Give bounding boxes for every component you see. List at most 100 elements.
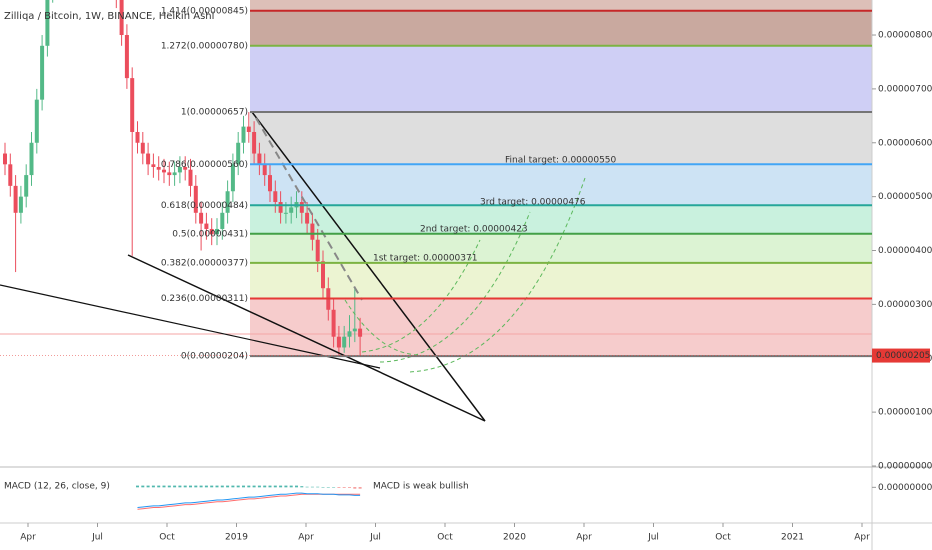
candle-body — [257, 153, 262, 165]
candle-body — [336, 336, 341, 348]
macd-histogram-bar — [273, 485, 277, 488]
macd-histogram-bar — [326, 487, 330, 488]
candle-body — [225, 191, 230, 213]
y-tick-label: 0.00000100 — [878, 408, 932, 418]
candle-body — [246, 126, 251, 132]
x-tick-label: Oct — [437, 533, 453, 543]
macd-histogram-bar — [215, 485, 219, 488]
y-tick-label: 0.00000000 — [878, 462, 932, 472]
last-price-tag — [872, 348, 930, 363]
target-annotation: 3rd target: 0.00000476 — [480, 198, 586, 208]
macd-histogram-bar — [268, 485, 272, 488]
support-line — [0, 284, 381, 369]
macd-histogram-bar — [231, 485, 235, 488]
macd-histogram-bar — [189, 485, 192, 488]
x-tick-label: Jul — [647, 533, 659, 543]
x-tick-label: 2020 — [503, 533, 526, 543]
macd-title: MACD (12, 26, close, 9) — [4, 482, 110, 492]
macd-histogram-bar — [279, 485, 283, 488]
candle-body — [13, 185, 18, 213]
macd-histogram-bar — [204, 485, 208, 488]
candle-body — [156, 167, 161, 170]
candle-body — [268, 175, 272, 192]
fib-label: 0.382(0.00000377) — [161, 258, 248, 268]
candle-body — [215, 228, 219, 235]
candle-body — [262, 164, 267, 176]
candle-body — [24, 175, 29, 197]
target-annotation: 2nd target: 0.00000423 — [420, 225, 528, 235]
candle-body — [283, 212, 288, 214]
candle-body — [135, 131, 140, 143]
macd-histogram-bar — [146, 485, 150, 488]
candle-body — [162, 169, 166, 173]
candle-body — [177, 167, 182, 173]
macd-histogram-bar — [173, 485, 177, 488]
last-price-label: 0.00000205 — [876, 351, 930, 361]
fib-label: 1.414(0.00000845) — [161, 6, 248, 16]
y-tick-label: 0.00000800 — [878, 31, 932, 41]
macd-histogram-bar — [220, 485, 224, 488]
candle-body — [289, 207, 294, 213]
macd-histogram-bar — [263, 485, 267, 488]
macd-macd-line — [137, 492, 361, 509]
macd-histogram-bar — [141, 485, 145, 488]
x-tick-label: Apr — [854, 533, 870, 543]
candle-body — [119, 0, 124, 36]
x-tick-label: Apr — [20, 533, 36, 543]
candle-body — [45, 0, 50, 46]
y-tick-label: 0.00000400 — [878, 246, 932, 256]
candle-body — [124, 35, 129, 79]
y-tick-label: 0.00000700 — [878, 84, 932, 94]
y-tick-label: 0.00000500 — [878, 192, 932, 202]
macd-histogram-bar — [342, 487, 346, 488]
macd-histogram-bar — [316, 486, 320, 488]
x-tick-label: Oct — [715, 533, 731, 543]
macd-histogram-bar — [252, 485, 256, 488]
fib-band — [250, 0, 872, 11]
target-arc — [409, 177, 586, 373]
candle-body — [236, 142, 241, 165]
macd-histogram-bar — [284, 485, 288, 488]
y-tick-label: 0.00000300 — [878, 300, 932, 310]
target-annotation: Final target: 0.00000550 — [505, 156, 617, 166]
macd-histogram-bar — [136, 485, 139, 488]
projection-line — [255, 117, 363, 301]
macd-histogram-bar — [310, 486, 314, 488]
macd-histogram-bar — [178, 485, 182, 488]
macd-histogram-bar — [348, 487, 351, 488]
fib-label: 0(0.00000204) — [181, 352, 248, 362]
fib-band — [250, 45, 872, 113]
candle-body — [305, 212, 310, 224]
candle-body — [34, 99, 39, 143]
macd-histogram-bar — [194, 485, 198, 488]
macd-histogram-bar — [257, 485, 261, 488]
candle-body — [151, 164, 156, 168]
candle-body — [299, 202, 304, 213]
macd-histogram-bar — [337, 487, 341, 488]
fib-band — [250, 262, 872, 299]
macd-histogram-bar — [289, 485, 293, 488]
candle-body — [342, 336, 347, 348]
x-tick-label: Jul — [369, 533, 381, 543]
macd-histogram-bar — [321, 487, 325, 488]
candle-body — [331, 309, 336, 337]
fib-label: 0.5(0.00000431) — [172, 229, 248, 239]
candle-body — [8, 164, 13, 186]
candle-body — [167, 172, 172, 176]
candle-body — [241, 126, 246, 143]
fib-band — [250, 10, 872, 46]
wedge-line — [127, 254, 486, 422]
macd-histogram-bar — [353, 487, 357, 489]
candle-body — [347, 331, 352, 337]
macd-histogram-bar — [305, 486, 309, 488]
x-tick-label: 2019 — [225, 533, 248, 543]
macd-histogram-bar — [199, 485, 203, 488]
candle-body — [278, 202, 283, 213]
candles — [3, 0, 363, 357]
y-tick-label: 0.00000600 — [878, 138, 932, 148]
candle-body — [321, 261, 325, 289]
candle-body — [310, 223, 315, 240]
fib-label: 0.786(0.00000560) — [161, 160, 248, 170]
target-annotation: 1st target: 0.00000371 — [373, 254, 477, 264]
candle-body — [29, 142, 34, 176]
